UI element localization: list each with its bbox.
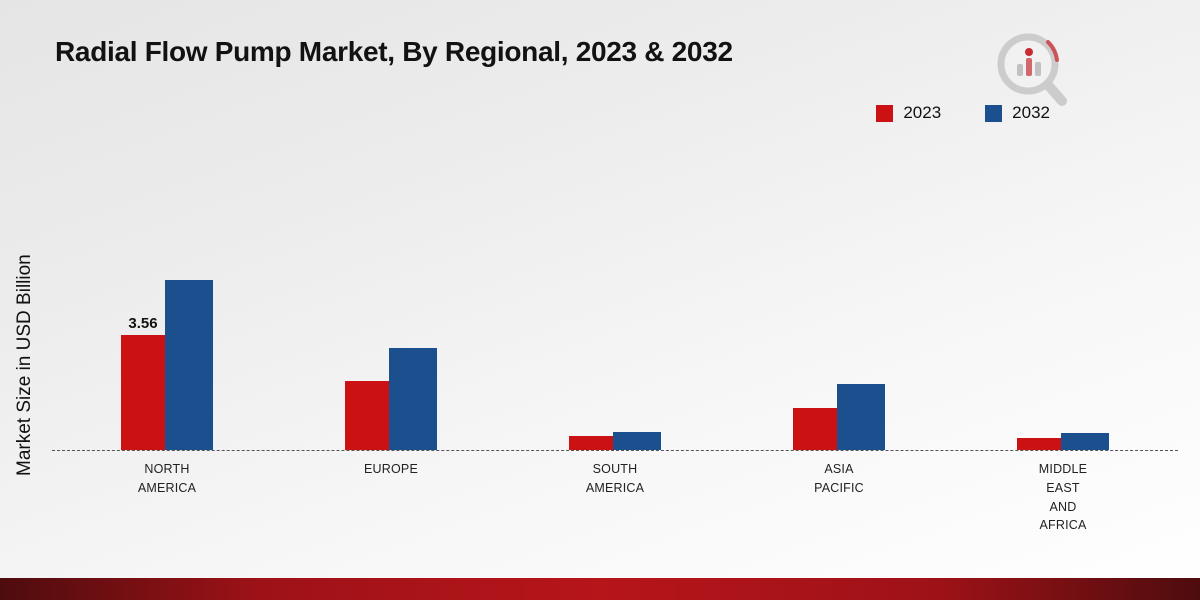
bar-group-2: EUROPE (345, 275, 437, 479)
bars (345, 275, 437, 450)
bar-2023-category-1: 3.56 (121, 315, 165, 450)
plot-area: 3.56 NORTH AMERICA EUROPE SOUTH AMERICA ASIA… (55, 275, 1175, 535)
bar-2023-category-5 (1017, 438, 1061, 450)
category-label-4: ASIA PACIFIC (814, 462, 864, 495)
bars (793, 275, 885, 450)
category-label-3: SOUTH AMERICA (585, 462, 645, 495)
bar-group-3: SOUTH AMERICA (569, 275, 661, 498)
bar-value-label: 3.56 (128, 315, 158, 332)
bars (1017, 275, 1109, 450)
bar-group-5: MIDDLE EAST AND AFRICA (1017, 275, 1109, 535)
category-label-1: NORTH AMERICA (137, 462, 197, 495)
chart-title: Radial Flow Pump Market, By Regional, 20… (55, 36, 733, 67)
legend-label-2032: 2032 (1012, 103, 1050, 122)
bar-2023-category-4 (793, 408, 837, 450)
legend-item-2032: 2032 (985, 103, 1050, 123)
bar-group-4: ASIA PACIFIC (793, 275, 885, 498)
y-axis-label: Market Size in USD Billion (14, 254, 35, 476)
legend-swatch-2032 (985, 104, 1003, 122)
bar-2032-category-2 (389, 348, 437, 450)
x-axis-baseline (52, 450, 1178, 451)
category-label-5: MIDDLE EAST AND AFRICA (1038, 462, 1088, 533)
category-label-2: EUROPE (364, 462, 418, 476)
market-research-magnifier-logo-icon (997, 33, 1067, 106)
legend-swatch-2023 (876, 104, 894, 122)
legend: 2023 2032 (876, 103, 1050, 123)
bars: 3.56 (121, 275, 213, 450)
legend-label-2023: 2023 (903, 103, 942, 122)
legend-item-2023: 2023 (876, 103, 941, 123)
bar-2032-category-3 (613, 432, 661, 450)
bar-2023-category-3 (569, 436, 613, 450)
bar-2032-category-5 (1061, 433, 1109, 450)
bar-group-1: 3.56 NORTH AMERICA (121, 275, 213, 498)
bar-2032-category-1 (165, 280, 213, 450)
bars (569, 275, 661, 450)
bar-2032-category-4 (837, 384, 885, 450)
bar-2023-category-2 (345, 381, 389, 450)
footer-band (0, 578, 1200, 600)
